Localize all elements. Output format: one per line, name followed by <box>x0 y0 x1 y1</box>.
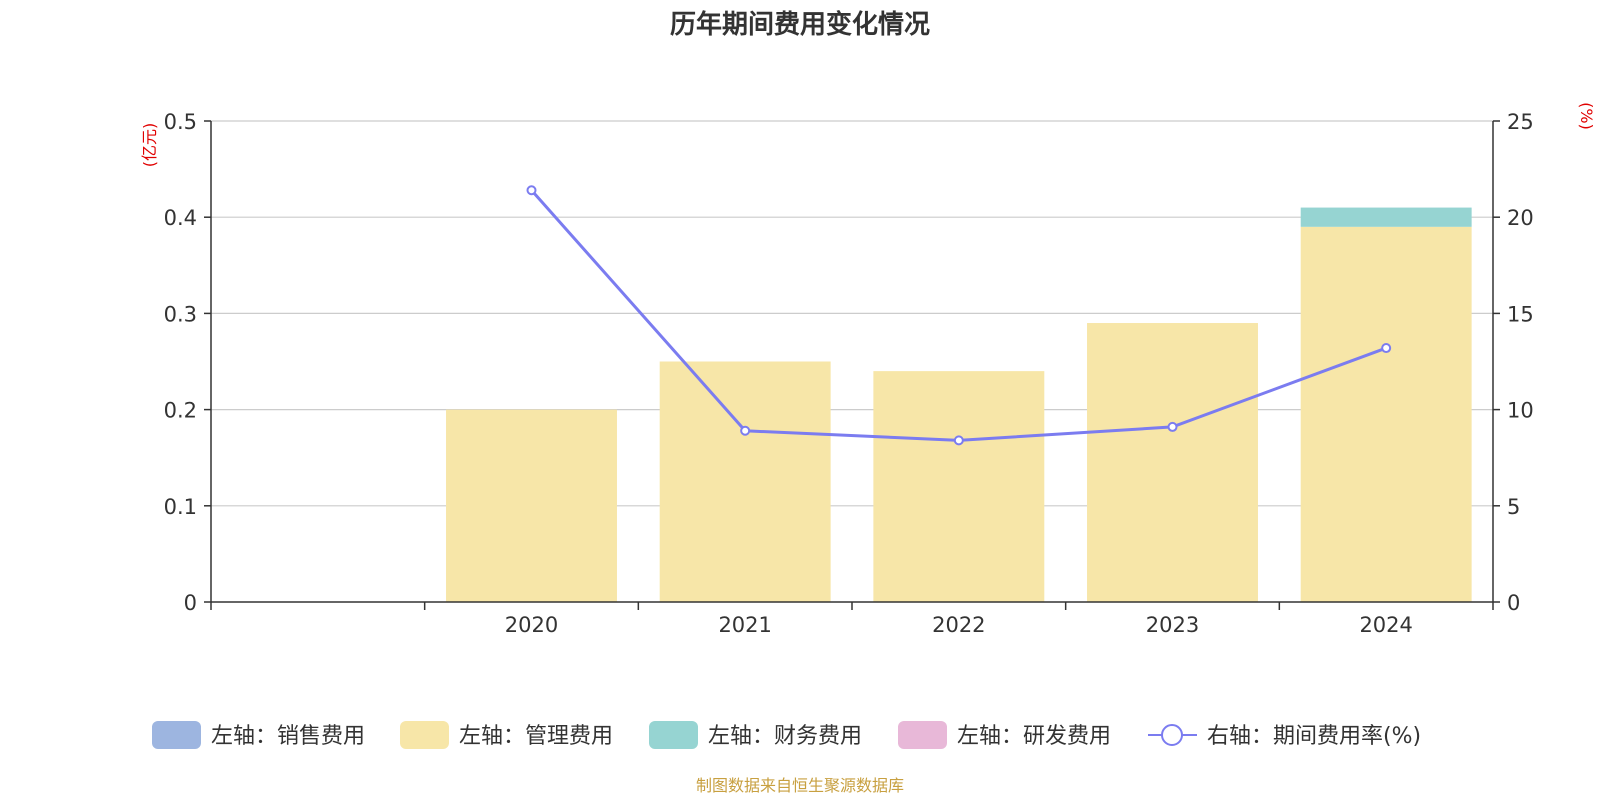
left-tick-label: 0 <box>184 591 197 615</box>
rate-point <box>526 185 537 196</box>
legend-swatch <box>898 721 947 749</box>
rate-point <box>1381 343 1392 354</box>
chart-title: 历年期间费用变化情况 <box>670 9 930 40</box>
legend-label: 左轴：财务费用 <box>708 724 862 749</box>
x-tick-label: 2021 <box>718 613 771 637</box>
left-tick-label: 0.3 <box>164 302 197 326</box>
right-tick-label: 5 <box>1507 495 1520 519</box>
bars <box>446 207 1472 602</box>
legend-label: 左轴：管理费用 <box>459 724 613 749</box>
bar <box>659 361 831 602</box>
left-tick-label: 0.4 <box>164 206 197 230</box>
bar <box>1300 207 1472 227</box>
legend-swatch <box>152 721 201 749</box>
right-tick-label: 20 <box>1507 206 1534 230</box>
x-tick-label: 2023 <box>1146 613 1199 637</box>
bar <box>873 371 1045 602</box>
grid-lines <box>211 120 1493 507</box>
source-note: 制图数据来自恒生聚源数据库 <box>696 776 904 795</box>
bar <box>1087 323 1258 602</box>
x-tick-label: 2024 <box>1359 613 1412 637</box>
rate-point <box>1167 421 1178 432</box>
left-tick-label: 0.2 <box>164 399 197 423</box>
rate-point <box>740 425 751 436</box>
right-tick-label: 10 <box>1507 399 1534 423</box>
right-axis-unit: (%) <box>1577 102 1596 130</box>
bar <box>1300 226 1472 602</box>
legend: 左轴：销售费用 左轴：管理费用 左轴：财务费用 左轴：研发费用 右轴：期间费用率(%) <box>152 721 1421 749</box>
x-tick-label: 2020 <box>505 613 558 637</box>
left-tick-label: 0.1 <box>164 495 197 519</box>
legend-label: 左轴：销售费用 <box>211 724 365 749</box>
legend-marker <box>1161 724 1183 746</box>
left-axis-unit: (亿元) <box>140 123 159 168</box>
legend-label: 左轴：研发费用 <box>957 724 1111 749</box>
rate-point <box>953 435 964 446</box>
x-tick-label: 2022 <box>932 613 985 637</box>
legend-swatch <box>649 721 698 749</box>
left-tick-label: 0.5 <box>164 110 197 134</box>
legend-label: 右轴：期间费用率(%) <box>1207 724 1421 749</box>
bar <box>446 409 617 602</box>
right-tick-label: 15 <box>1507 302 1534 326</box>
axes: 0 0.1 0.2 0.3 0.4 0.5 0 5 10 15 20 25 2020 2021 2022 20… <box>164 110 1534 637</box>
right-tick-label: 25 <box>1507 110 1534 134</box>
rate-line-layer <box>526 185 1392 446</box>
right-tick-label: 0 <box>1507 591 1520 615</box>
legend-swatch <box>400 721 449 749</box>
